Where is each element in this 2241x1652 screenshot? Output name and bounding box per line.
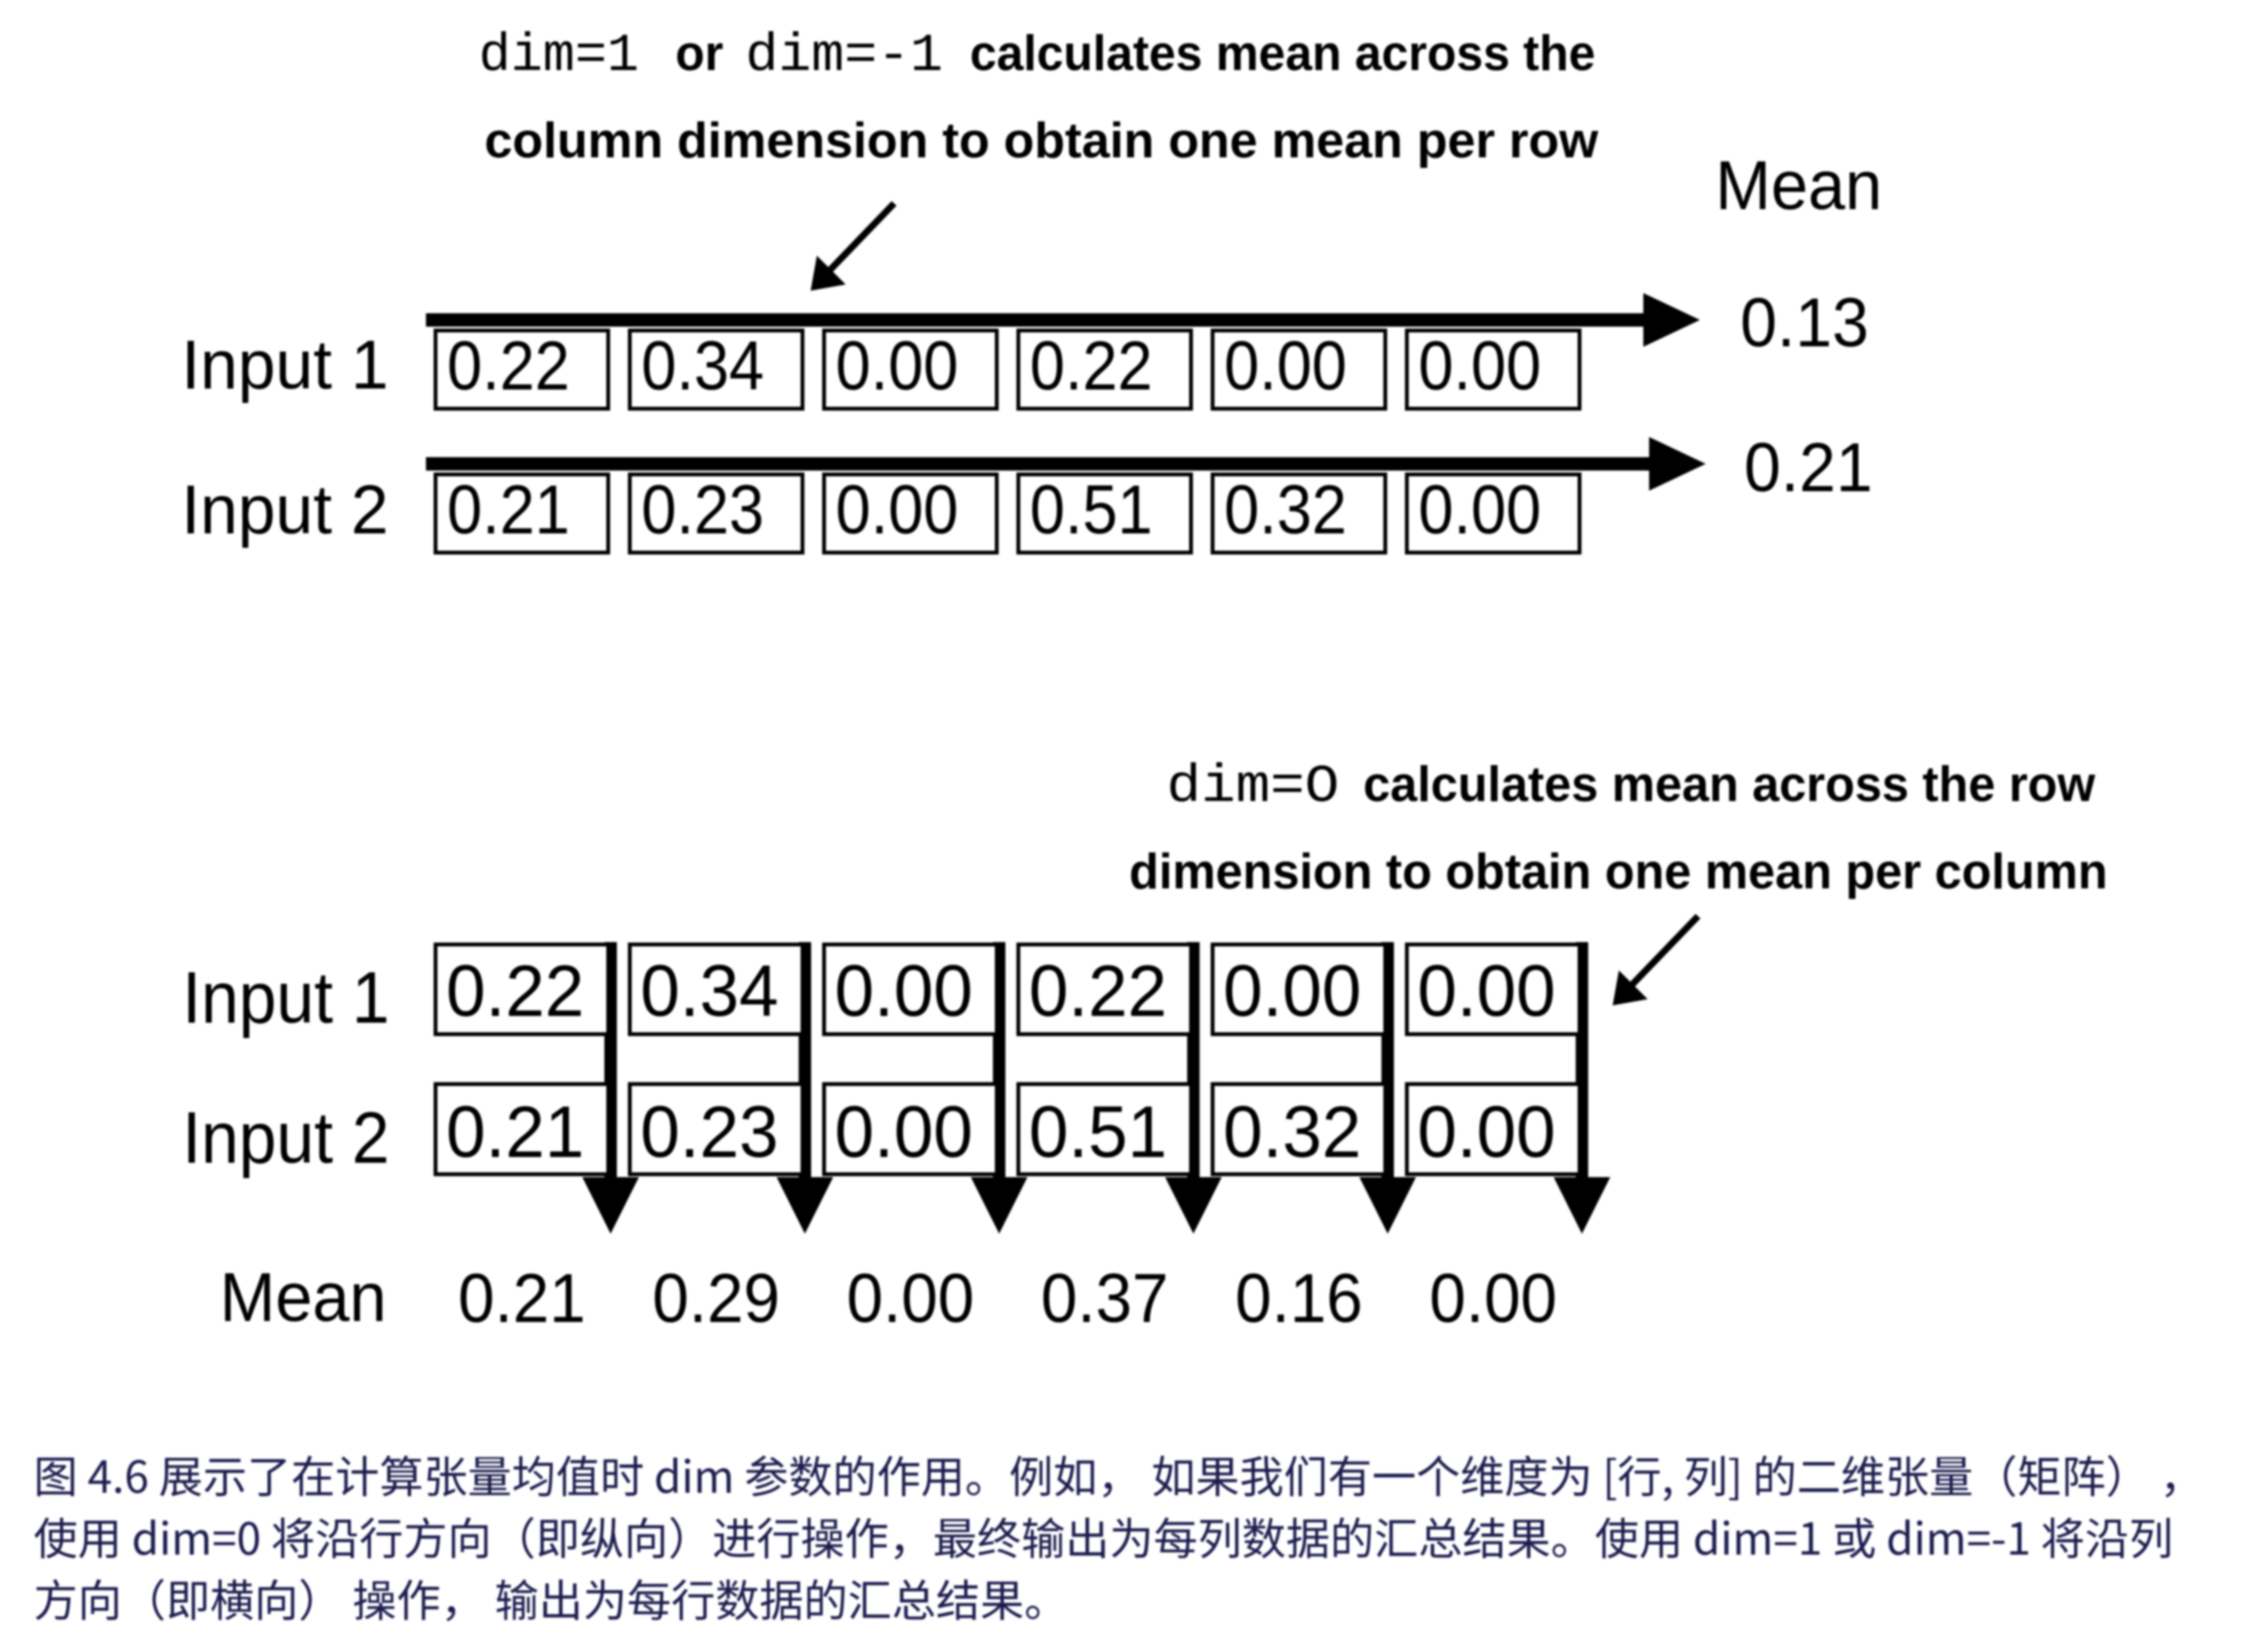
- svg-text:calculates mean across the: calculates mean across the: [970, 26, 1595, 82]
- svg-text:0.00: 0.00: [835, 951, 973, 1032]
- svg-text:0.22: 0.22: [446, 951, 584, 1032]
- svg-text:0.23: 0.23: [641, 1092, 779, 1173]
- svg-text:0.21: 0.21: [446, 1092, 584, 1173]
- svg-text:Mean: Mean: [1715, 148, 1882, 224]
- svg-text:dimension to obtain one mean p: dimension to obtain one mean per column: [1129, 844, 2108, 900]
- svg-text:Input 1: Input 1: [182, 957, 389, 1039]
- svg-text:0.51: 0.51: [1029, 1092, 1168, 1173]
- svg-text:0.29: 0.29: [652, 1261, 780, 1337]
- svg-text:0.23: 0.23: [642, 472, 765, 549]
- svg-text:Input 2: Input 2: [181, 472, 389, 549]
- svg-text:dim=1: dim=1: [479, 25, 639, 86]
- svg-text:0.00: 0.00: [1419, 328, 1542, 405]
- svg-text:0.21: 0.21: [1744, 430, 1873, 507]
- svg-text:0.00: 0.00: [1418, 951, 1556, 1032]
- svg-text:0.00: 0.00: [847, 1261, 975, 1337]
- svg-text:0.51: 0.51: [1030, 472, 1153, 549]
- svg-text:0.00: 0.00: [836, 472, 958, 549]
- svg-text:Input 1: Input 1: [181, 327, 389, 404]
- svg-text:Mean: Mean: [220, 1260, 387, 1336]
- svg-text:0.21: 0.21: [447, 472, 570, 549]
- svg-text:0.22: 0.22: [1029, 951, 1168, 1032]
- svg-text:0.21: 0.21: [459, 1261, 586, 1337]
- svg-text:0.00: 0.00: [836, 328, 958, 405]
- svg-text:0.34: 0.34: [641, 951, 779, 1032]
- svg-text:0.00: 0.00: [1418, 1092, 1556, 1173]
- svg-text:0.00: 0.00: [1224, 328, 1347, 405]
- svg-text:0.00: 0.00: [1419, 472, 1542, 549]
- svg-text:dim=O: dim=O: [1167, 756, 1339, 817]
- svg-text:column dimension to obtain one: column dimension to obtain one mean per …: [484, 113, 1599, 169]
- svg-text:0.00: 0.00: [835, 1092, 973, 1173]
- svg-text:0.00: 0.00: [1223, 951, 1361, 1032]
- svg-text:Input 2: Input 2: [182, 1097, 389, 1179]
- svg-text:0.34: 0.34: [642, 328, 765, 405]
- svg-text:0.13: 0.13: [1740, 285, 1869, 362]
- svg-text:0.22: 0.22: [447, 328, 570, 405]
- svg-text:0.16: 0.16: [1236, 1261, 1363, 1337]
- svg-text:calculates mean across the row: calculates mean across the row: [1363, 757, 2096, 813]
- svg-text:0.37: 0.37: [1041, 1261, 1168, 1337]
- svg-text:0.32: 0.32: [1224, 472, 1347, 549]
- svg-text:or: or: [675, 26, 723, 82]
- svg-text:0.22: 0.22: [1030, 328, 1153, 405]
- svg-text:0.32: 0.32: [1223, 1092, 1361, 1173]
- svg-text:0.00: 0.00: [1429, 1261, 1557, 1337]
- svg-text:dim=-1: dim=-1: [745, 25, 943, 86]
